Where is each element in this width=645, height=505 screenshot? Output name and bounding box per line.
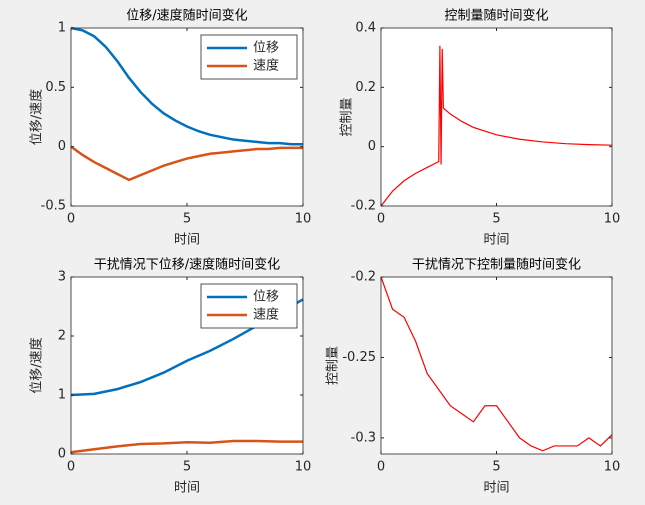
y-tick-label: -0.2	[351, 270, 376, 285]
y-tick-label: 0.4	[355, 21, 376, 36]
x-axis-label: 时间	[483, 481, 509, 496]
x-tick-label: 0	[67, 460, 75, 475]
x-axis-label: 时间	[174, 233, 200, 248]
y-tick-label: 1	[58, 21, 66, 36]
legend-label: 位移	[253, 41, 279, 56]
y-tick-label: 1	[58, 388, 66, 403]
legend-box	[200, 34, 298, 80]
data-line	[380, 276, 613, 452]
axes-title: 干扰情况下控制量随时间变化	[412, 257, 581, 273]
y-tick-label: -0.5	[41, 199, 66, 214]
axes-title: 位移/速度随时间变化	[126, 8, 247, 24]
y-tick-label: 0.2	[355, 80, 376, 95]
data-line	[70, 439, 303, 454]
y-axis-label: 控制量	[326, 346, 341, 385]
x-tick-label: 5	[492, 460, 500, 475]
data-line	[70, 145, 303, 182]
legend-label: 速度	[253, 307, 279, 323]
y-axis-label: 控制量	[340, 97, 355, 136]
y-tick-label: 0	[368, 139, 376, 154]
x-axis-label: 时间	[174, 481, 200, 496]
plot-area	[381, 277, 612, 454]
x-tick-label: 5	[183, 212, 191, 227]
legend-box	[200, 283, 298, 329]
y-axis-label: 位移/速度	[29, 337, 45, 393]
x-tick-label: 0	[67, 212, 75, 227]
x-tick-label: 0	[377, 212, 385, 227]
y-tick-label: 0.5	[45, 80, 66, 95]
legend-label: 位移	[253, 290, 279, 305]
data-line	[70, 26, 303, 146]
y-tick-label: -0.2	[351, 199, 376, 214]
plot-area	[381, 28, 612, 206]
y-axis-label: 位移/速度	[29, 89, 45, 145]
x-tick-label: 0	[377, 460, 385, 475]
x-tick-label: 5	[183, 460, 191, 475]
x-tick-label: 10	[295, 212, 312, 227]
y-tick-label: 2	[58, 329, 66, 344]
x-tick-label: 10	[295, 460, 312, 475]
y-tick-label: -0.25	[342, 350, 376, 365]
y-tick-label: 0	[58, 447, 66, 462]
x-tick-label: 10	[604, 212, 621, 227]
axes-title: 干扰情况下位移/速度随时间变化	[94, 257, 280, 273]
y-tick-label: -0.3	[351, 430, 376, 445]
x-axis-label: 时间	[483, 233, 509, 248]
axes-title: 控制量随时间变化	[444, 8, 548, 24]
x-tick-label: 5	[492, 212, 500, 227]
x-tick-label: 10	[604, 460, 621, 475]
data-line	[380, 45, 613, 207]
y-tick-label: 0	[58, 139, 66, 154]
legend-label: 速度	[253, 58, 279, 74]
y-tick-label: 3	[58, 270, 66, 285]
